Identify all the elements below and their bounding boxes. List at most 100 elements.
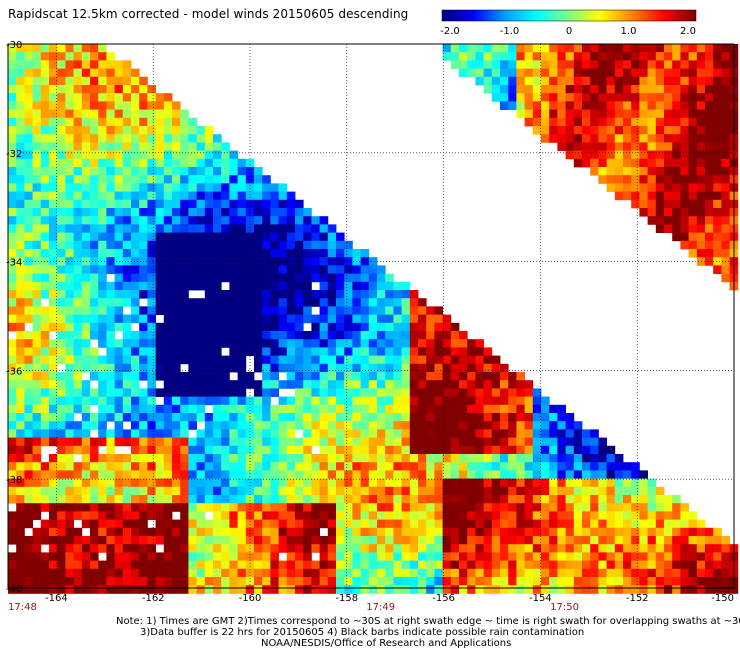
note-line-2: 3)Data buffer is 22 hrs for 20150605 4) … <box>140 627 585 638</box>
heatmap-cell <box>106 52 115 61</box>
heatmap-cell <box>98 577 107 586</box>
heatmap-cell <box>688 60 698 69</box>
heatmap-cell <box>131 560 140 570</box>
heatmap-cell <box>672 560 681 570</box>
heatmap-cell <box>311 331 320 340</box>
heatmap-cell <box>409 445 419 455</box>
heatmap-cell <box>106 331 115 340</box>
heatmap-cell <box>229 544 238 553</box>
heatmap-cell <box>278 470 288 479</box>
heatmap-cell <box>131 109 140 119</box>
heatmap-cell <box>475 60 484 69</box>
heatmap-cell <box>106 199 115 209</box>
heatmap-cell <box>49 544 58 553</box>
heatmap-cell <box>180 380 189 389</box>
heatmap-cell <box>16 437 25 447</box>
heatmap-cell <box>409 404 419 414</box>
heatmap-cell <box>90 568 99 578</box>
heatmap-cell <box>598 109 607 119</box>
heatmap-cell <box>237 281 247 291</box>
heatmap-cell <box>254 503 263 512</box>
heatmap-cell <box>131 462 140 471</box>
heatmap-cell <box>565 536 575 545</box>
heatmap-cell <box>418 347 427 356</box>
heatmap-cell <box>98 281 107 291</box>
heatmap-cell <box>360 257 370 266</box>
heatmap-cell <box>106 232 115 242</box>
heatmap-cell <box>327 536 337 545</box>
heatmap-cell <box>73 421 83 430</box>
heatmap-cell <box>360 495 370 504</box>
heatmap-cell <box>631 527 640 537</box>
heatmap-cell <box>680 208 689 217</box>
heatmap-cell <box>434 478 443 488</box>
heatmap-cell <box>655 183 665 192</box>
heatmap-cell <box>295 281 304 291</box>
heatmap-cell <box>49 158 58 168</box>
heatmap-cell <box>655 126 665 135</box>
heatmap-cell <box>172 577 181 586</box>
heatmap-cell <box>16 495 25 504</box>
heatmap-cell <box>303 208 312 217</box>
heatmap-cell <box>24 511 33 520</box>
heatmap-cell <box>705 191 714 201</box>
heatmap-cell <box>81 347 91 356</box>
heatmap-cell <box>81 290 91 299</box>
heatmap-cell <box>237 437 247 447</box>
heatmap-cell <box>229 199 238 209</box>
heatmap-cell <box>459 495 468 504</box>
heatmap-cell <box>557 527 566 537</box>
heatmap-cell <box>606 93 616 102</box>
heatmap-cell <box>65 380 74 389</box>
heatmap-cell <box>49 577 58 586</box>
heatmap-cell <box>557 60 566 69</box>
heatmap-cell <box>278 404 288 414</box>
heatmap-cell <box>254 347 263 356</box>
heatmap-cell <box>631 199 640 209</box>
heatmap-cell <box>57 355 66 365</box>
note-line-3: NOAA/NESDIS/Office of Research and Appli… <box>261 638 512 649</box>
heatmap-cell <box>229 454 238 463</box>
heatmap-cell <box>196 191 206 201</box>
heatmap-cell <box>81 388 91 397</box>
heatmap-cell <box>647 191 657 201</box>
heatmap-cell <box>188 503 197 512</box>
heatmap-cell <box>49 175 58 184</box>
heatmap-cell <box>65 117 74 127</box>
heatmap-cell <box>286 208 296 217</box>
colorbar-tick-label: 2.0 <box>680 26 696 37</box>
heatmap-cell <box>8 126 17 135</box>
heatmap-cell <box>442 404 452 414</box>
heatmap-cell <box>270 470 279 479</box>
heatmap-cell <box>377 372 386 381</box>
heatmap-cell <box>24 257 33 266</box>
heatmap-cell <box>573 150 583 160</box>
heatmap-cell <box>32 527 42 537</box>
heatmap-cell <box>524 404 534 414</box>
heatmap-cell <box>500 363 509 373</box>
heatmap-cell <box>516 445 525 455</box>
heatmap-cell <box>90 495 99 504</box>
heatmap-cell <box>508 462 517 471</box>
heatmap-cell <box>483 347 493 356</box>
heatmap-cell <box>81 44 91 53</box>
heatmap-cell <box>729 585 739 594</box>
heatmap-cell <box>8 93 17 102</box>
heatmap-cell <box>114 158 124 168</box>
x-tick-label: -164 <box>45 593 68 604</box>
heatmap-cell <box>81 273 91 283</box>
heatmap-cell <box>32 126 42 135</box>
heatmap-cell <box>139 396 148 406</box>
heatmap-cell <box>352 339 361 348</box>
heatmap-cell <box>524 60 534 69</box>
heatmap-cell <box>155 568 165 578</box>
heatmap-cell <box>122 568 132 578</box>
heatmap-cell <box>442 503 452 512</box>
heatmap-cell <box>311 568 320 578</box>
heatmap-cell <box>172 150 181 160</box>
heatmap-cell <box>565 462 575 471</box>
heatmap-cell <box>360 437 370 447</box>
heatmap-cell <box>16 478 25 488</box>
heatmap-cell <box>409 339 419 348</box>
heatmap-cell <box>688 568 698 578</box>
